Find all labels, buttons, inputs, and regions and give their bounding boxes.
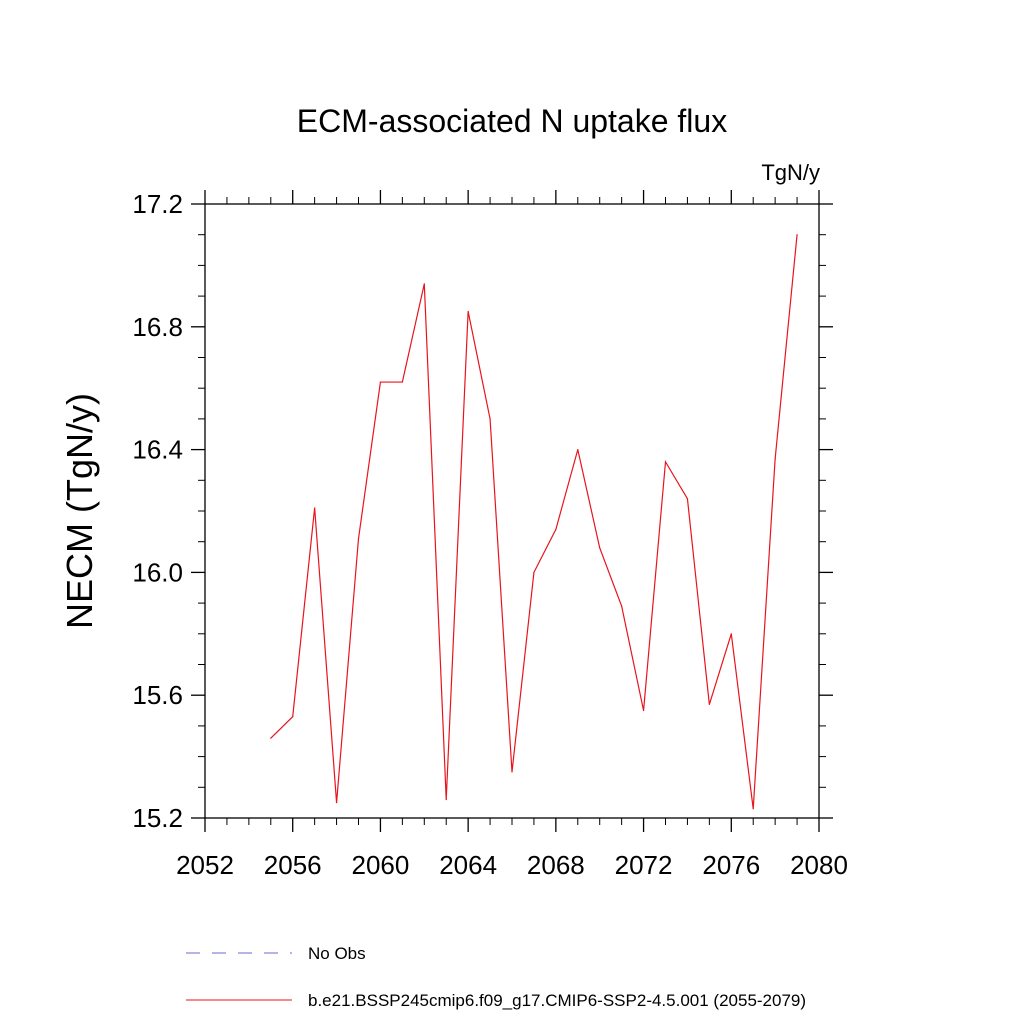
x-tick-label: 2072 bbox=[615, 850, 673, 880]
data-point bbox=[730, 633, 732, 635]
x-tick-label: 2060 bbox=[352, 850, 410, 880]
y-tick-label: 16.4 bbox=[132, 435, 183, 465]
data-point bbox=[314, 507, 316, 509]
data-point bbox=[467, 310, 469, 313]
data-point bbox=[533, 571, 535, 574]
y-tick-label: 16.0 bbox=[132, 557, 183, 587]
legend-label-no-obs: No Obs bbox=[308, 944, 366, 963]
series-line-0 bbox=[270, 234, 798, 809]
data-point bbox=[379, 381, 382, 383]
x-tick-label: 2052 bbox=[176, 850, 234, 880]
series-layer bbox=[270, 234, 798, 810]
x-tick-label: 2080 bbox=[790, 850, 848, 880]
data-point bbox=[577, 449, 579, 451]
data-point bbox=[621, 605, 623, 607]
data-point bbox=[357, 538, 360, 540]
data-point bbox=[270, 737, 272, 739]
axis-ticks bbox=[191, 190, 833, 832]
data-point bbox=[796, 234, 798, 236]
x-tick-label: 2076 bbox=[702, 850, 760, 880]
data-point bbox=[642, 709, 645, 712]
data-point bbox=[401, 381, 403, 383]
legend: No Obs b.e21.BSSP245cmip6.f09_g17.CMIP6-… bbox=[186, 944, 806, 1010]
data-point bbox=[423, 283, 425, 285]
data-point bbox=[489, 418, 491, 420]
legend-label-model: b.e21.BSSP245cmip6.f09_g17.CMIP6-SSP2-4.… bbox=[308, 991, 806, 1010]
y-tick-label: 16.8 bbox=[132, 312, 183, 342]
x-tick-label: 2068 bbox=[527, 850, 585, 880]
data-point bbox=[774, 458, 776, 460]
data-point bbox=[686, 498, 689, 500]
y-tick-label: 17.2 bbox=[132, 189, 183, 219]
data-point bbox=[664, 461, 667, 463]
plot-frame bbox=[204, 203, 820, 819]
data-point bbox=[445, 798, 447, 801]
data-point bbox=[292, 716, 294, 718]
data-point bbox=[708, 703, 710, 706]
y-tick-label: 15.2 bbox=[132, 803, 183, 833]
data-point bbox=[335, 802, 338, 804]
y-axis-label: NECM (TgN/y) bbox=[59, 393, 100, 629]
y-tick-label: 15.6 bbox=[132, 680, 183, 710]
x-tick-label: 2056 bbox=[264, 850, 322, 880]
chart-title: ECM-associated N uptake flux bbox=[297, 103, 727, 139]
axis-tick-labels: 2052 2056 2060 2064 2068 2072 2076 2080 15.2 15.6… bbox=[132, 189, 848, 880]
x-tick-label: 2064 bbox=[439, 850, 497, 880]
data-point bbox=[599, 547, 601, 549]
units-label: TgN/y bbox=[761, 160, 820, 185]
data-point bbox=[555, 528, 557, 531]
data-point bbox=[752, 808, 754, 810]
data-point bbox=[511, 771, 513, 773]
